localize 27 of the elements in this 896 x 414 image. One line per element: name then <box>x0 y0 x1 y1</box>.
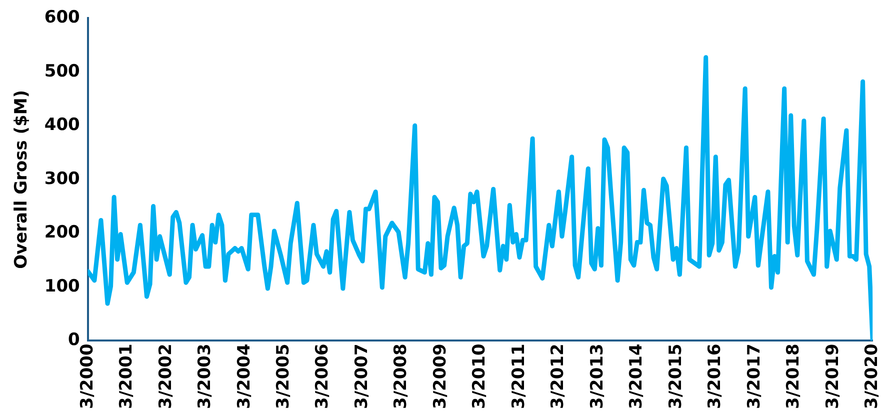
x-tick-label: 3/2009 <box>430 344 450 410</box>
y-tick-label: 400 <box>44 115 80 136</box>
x-tick-label: 3/2004 <box>234 343 254 410</box>
x-tick-label: 3/2001 <box>116 344 137 410</box>
x-tick-label: 3/2020 <box>862 343 882 410</box>
x-tick-label: 3/2006 <box>312 344 333 410</box>
x-tick-label: 3/2003 <box>195 344 216 410</box>
x-tick-label: 3/2005 <box>273 344 294 410</box>
y-tick-label: 200 <box>44 222 80 243</box>
x-tick-label: 3/2019 <box>822 344 843 410</box>
x-tick-label: 3/2010 <box>470 343 490 410</box>
y-tick-label: 100 <box>44 276 80 296</box>
x-tick-label: 3/2013 <box>587 344 608 410</box>
y-tick-label: 600 <box>44 8 80 28</box>
y-tick-label: 500 <box>44 61 80 82</box>
y-tick-label: 300 <box>44 168 80 189</box>
x-tick-label: 3/2018 <box>784 344 804 410</box>
x-tick-label: 3/2007 <box>352 344 372 410</box>
x-tick-label: 3/2011 <box>508 344 529 410</box>
x-tick-label: 3/2002 <box>156 344 176 410</box>
y-axis-title: Overall Gross ($M) <box>12 90 32 269</box>
x-tick-label: 3/2012 <box>548 344 568 410</box>
x-tick-label: 3/2015 <box>666 344 686 410</box>
x-tick-label: 3/2016 <box>705 344 726 410</box>
x-tick-label: 3/2017 <box>744 344 764 410</box>
x-tick-label: 3/2014 <box>626 343 647 410</box>
x-tick-label: 3/2008 <box>391 344 412 410</box>
